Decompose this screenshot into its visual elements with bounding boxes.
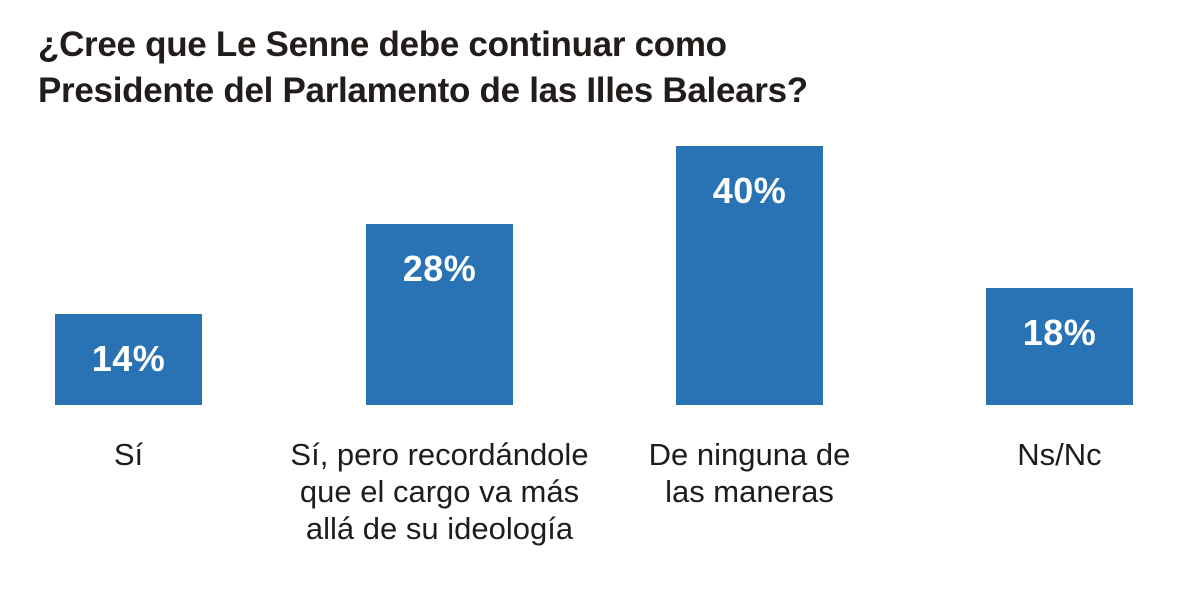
bar-4: 18% (986, 288, 1133, 405)
bar-1: 14% (55, 314, 202, 405)
bar-value-label: 40% (712, 170, 787, 211)
category-label-4: Ns/Nc (1017, 437, 1102, 472)
bar-value-label: 14% (91, 338, 166, 379)
category-label-2: Sí, pero recordándole que el cargo va má… (290, 437, 589, 546)
bar-value-label: 28% (402, 248, 477, 289)
bar-value-label: 18% (1022, 312, 1097, 353)
bar-3: 40% (676, 146, 823, 405)
category-label-3: De ninguna de las maneras (648, 437, 851, 509)
category-label-1: Sí (113, 437, 144, 472)
chart-title: ¿Cree que Le Senne debe continuar como P… (38, 25, 808, 110)
bar-2: 28% (366, 224, 513, 405)
